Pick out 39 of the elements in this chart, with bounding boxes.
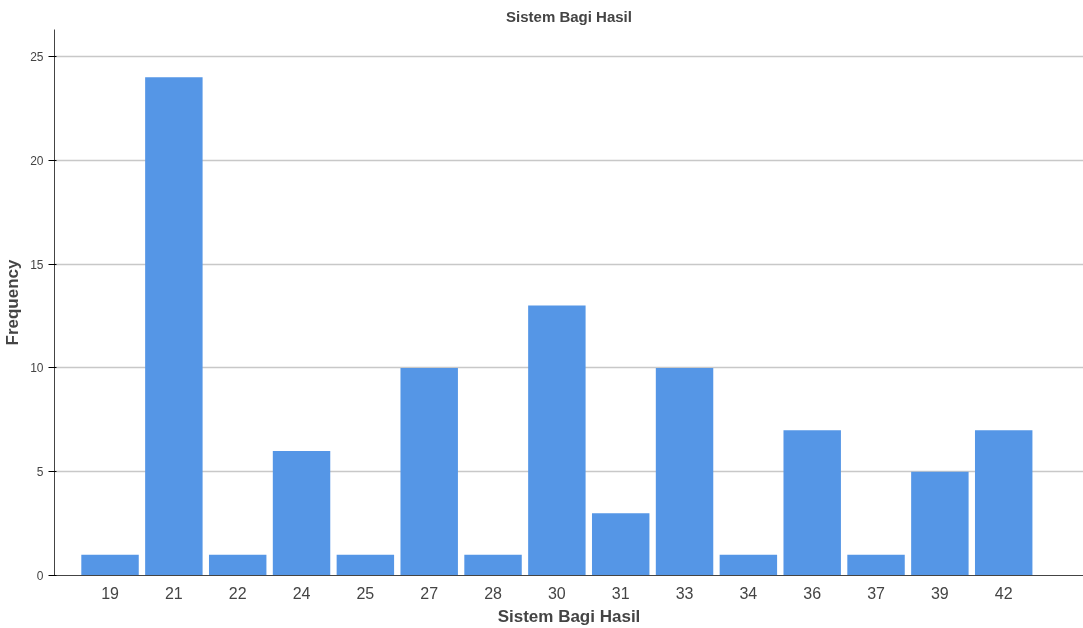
y-tick-label: 0 [36,569,44,583]
x-tick-label: 31 [611,584,630,602]
bar [911,471,969,576]
x-tick-label: 39 [930,584,949,602]
y-tick-label: 5 [36,465,44,480]
bar [336,554,395,576]
bar [847,554,905,576]
chart-title: Sistem Bagi Hasil [506,7,632,25]
x-tick-label: 19 [101,584,120,602]
bar [719,554,778,576]
y-tick-label: 10 [30,361,44,376]
x-tick-label: 30 [547,584,566,602]
bar [400,367,458,576]
y-axis-title: Frequency [3,258,23,346]
bar [591,513,650,576]
x-tick-label: 28 [484,584,503,602]
bar [81,554,139,576]
bar [783,430,841,576]
bar [528,305,586,576]
x-tick-label: 24 [292,584,311,602]
bar [272,450,331,576]
x-tick-label: 27 [420,584,439,602]
bar [145,77,203,576]
y-tick-label: 20 [30,153,44,168]
x-tick-label: 22 [228,584,247,602]
x-tick-label: 34 [739,584,758,602]
y-tick-label: 15 [30,257,44,272]
bar [974,430,1033,576]
x-tick-label: 21 [164,584,183,602]
y-tick-label: 25 [30,49,44,64]
x-tick-label: 42 [994,584,1013,602]
bar [655,367,714,576]
x-axis-title: Sistem Bagi Hasil [497,606,641,626]
x-tick-label: 37 [867,584,886,602]
x-tick-label: 33 [675,584,694,602]
bar [208,554,267,576]
x-tick-label: 25 [356,584,375,602]
bar [464,554,522,576]
x-tick-label: 36 [803,584,822,602]
